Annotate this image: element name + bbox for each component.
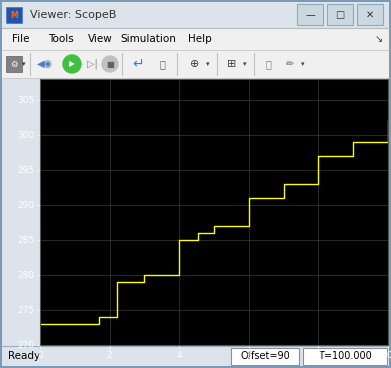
FancyBboxPatch shape bbox=[2, 345, 389, 366]
Text: ▾: ▾ bbox=[243, 61, 247, 67]
Text: ◀◉: ◀◉ bbox=[37, 59, 53, 69]
Text: Ready: Ready bbox=[8, 351, 40, 361]
Text: Simulation: Simulation bbox=[120, 34, 176, 44]
FancyBboxPatch shape bbox=[303, 348, 387, 365]
FancyBboxPatch shape bbox=[2, 28, 389, 50]
FancyBboxPatch shape bbox=[231, 348, 299, 365]
Text: View: View bbox=[88, 34, 113, 44]
Text: Help: Help bbox=[188, 34, 212, 44]
Text: File: File bbox=[12, 34, 29, 44]
FancyBboxPatch shape bbox=[2, 50, 389, 78]
Text: ▷|: ▷| bbox=[87, 59, 97, 69]
Text: ✕: ✕ bbox=[366, 10, 374, 20]
Text: □: □ bbox=[335, 10, 344, 20]
FancyBboxPatch shape bbox=[6, 56, 22, 72]
Text: Offset=90: Offset=90 bbox=[240, 351, 290, 361]
FancyBboxPatch shape bbox=[327, 4, 353, 25]
FancyBboxPatch shape bbox=[6, 7, 22, 23]
FancyBboxPatch shape bbox=[2, 2, 389, 28]
Text: M: M bbox=[10, 11, 18, 20]
Circle shape bbox=[63, 55, 81, 73]
Text: ▾: ▾ bbox=[301, 61, 305, 67]
FancyBboxPatch shape bbox=[357, 4, 383, 25]
Text: T=100.000: T=100.000 bbox=[318, 351, 372, 361]
Circle shape bbox=[102, 56, 118, 72]
Text: Tools: Tools bbox=[48, 34, 74, 44]
Text: ▶: ▶ bbox=[69, 60, 75, 68]
FancyBboxPatch shape bbox=[297, 4, 323, 25]
Text: ↵: ↵ bbox=[132, 57, 144, 71]
Text: ⚙: ⚙ bbox=[10, 60, 18, 68]
Text: ■: ■ bbox=[106, 60, 114, 68]
Text: —: — bbox=[305, 10, 315, 20]
Text: ✏: ✏ bbox=[286, 59, 294, 69]
Text: 🔖: 🔖 bbox=[265, 59, 271, 69]
Text: ⊕: ⊕ bbox=[190, 59, 200, 69]
Text: ↘: ↘ bbox=[375, 34, 383, 44]
Text: ⊞: ⊞ bbox=[227, 59, 237, 69]
Text: ▾: ▾ bbox=[22, 61, 26, 67]
Text: Viewer: ScopeB: Viewer: ScopeB bbox=[30, 10, 117, 20]
Text: ▾: ▾ bbox=[206, 61, 210, 67]
Text: 📷: 📷 bbox=[159, 59, 165, 69]
